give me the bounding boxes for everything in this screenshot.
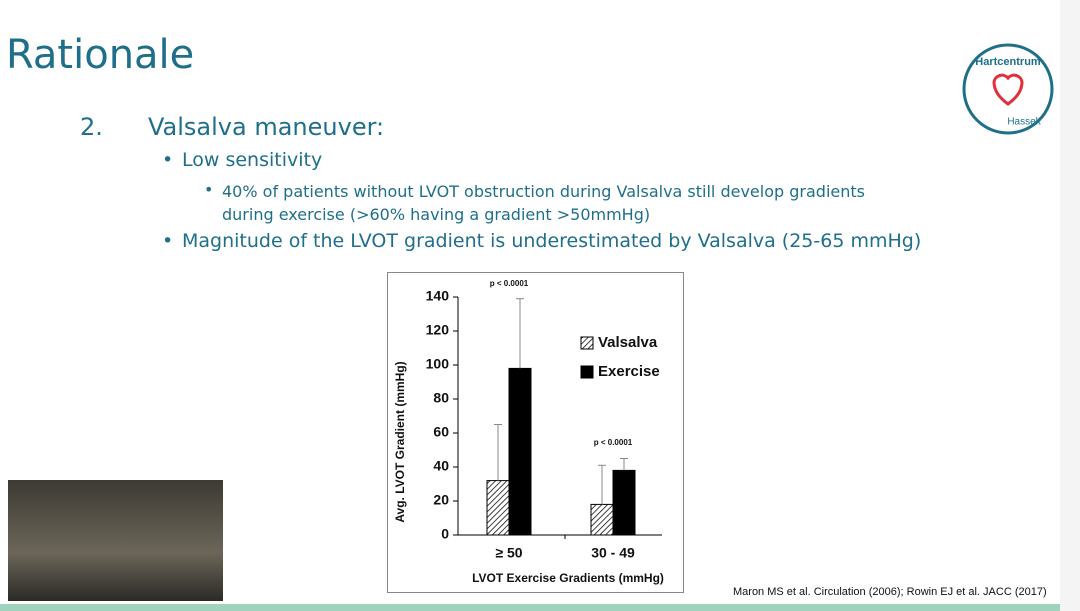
logo-bottom: Hasselt	[1007, 117, 1041, 128]
y-tick-label: 140	[426, 288, 450, 304]
bar	[612, 469, 636, 536]
chart: Avg. LVOT Gradient (mmHg) LVOT Exercise …	[387, 272, 684, 593]
legend-label: Valsalva	[598, 334, 658, 351]
y-tick-label: 80	[433, 390, 449, 406]
logo: Hartcentrum Hasselt	[962, 43, 1054, 135]
legend-label: Exercise	[598, 363, 660, 380]
bullet-dot: •	[204, 180, 214, 199]
side-strip	[1060, 0, 1080, 611]
y-tick-label: 120	[426, 322, 450, 338]
bar	[508, 367, 532, 536]
logo-top: Hartcentrum	[975, 56, 1041, 68]
annotation: p < 0.0001	[490, 279, 529, 288]
y-tick-label: 40	[433, 458, 449, 474]
y-axis-title: Avg. LVOT Gradient (mmHg)	[393, 361, 407, 522]
legend-swatch	[580, 365, 594, 379]
annotation: p < 0.0001	[594, 438, 633, 447]
sub-bullet: 40% of patients without LVOT obstruction…	[222, 182, 865, 224]
y-tick-label: 0	[441, 526, 449, 542]
logo-ring	[962, 43, 1054, 135]
bullet-dot: •	[162, 230, 174, 252]
legend-swatch	[580, 336, 594, 350]
x-tick-label: ≥ 50	[495, 545, 522, 561]
logo-heart	[992, 73, 1024, 106]
bullet: Low sensitivity	[182, 149, 323, 171]
y-tick-label: 100	[426, 356, 450, 372]
x-tick-label: 30 - 49	[591, 545, 635, 561]
chart-frame	[387, 272, 684, 593]
bar	[486, 480, 510, 536]
slide-title: Rationale	[6, 32, 195, 78]
item-heading: Valsalva maneuver:	[148, 113, 385, 141]
bullet-dot: •	[162, 149, 174, 171]
item-number: 2.	[80, 113, 103, 141]
reference: Maron MS et al. Circulation (2006); Rowi…	[733, 586, 1047, 598]
speaker-video	[8, 480, 223, 601]
y-tick-label: 60	[433, 424, 449, 440]
x-axis-title: LVOT Exercise Gradients (mmHg)	[472, 571, 664, 585]
y-tick-label: 20	[433, 492, 449, 508]
footer-bar	[0, 604, 1080, 611]
bar	[590, 503, 614, 536]
bullet: Magnitude of the LVOT gradient is undere…	[182, 230, 922, 252]
